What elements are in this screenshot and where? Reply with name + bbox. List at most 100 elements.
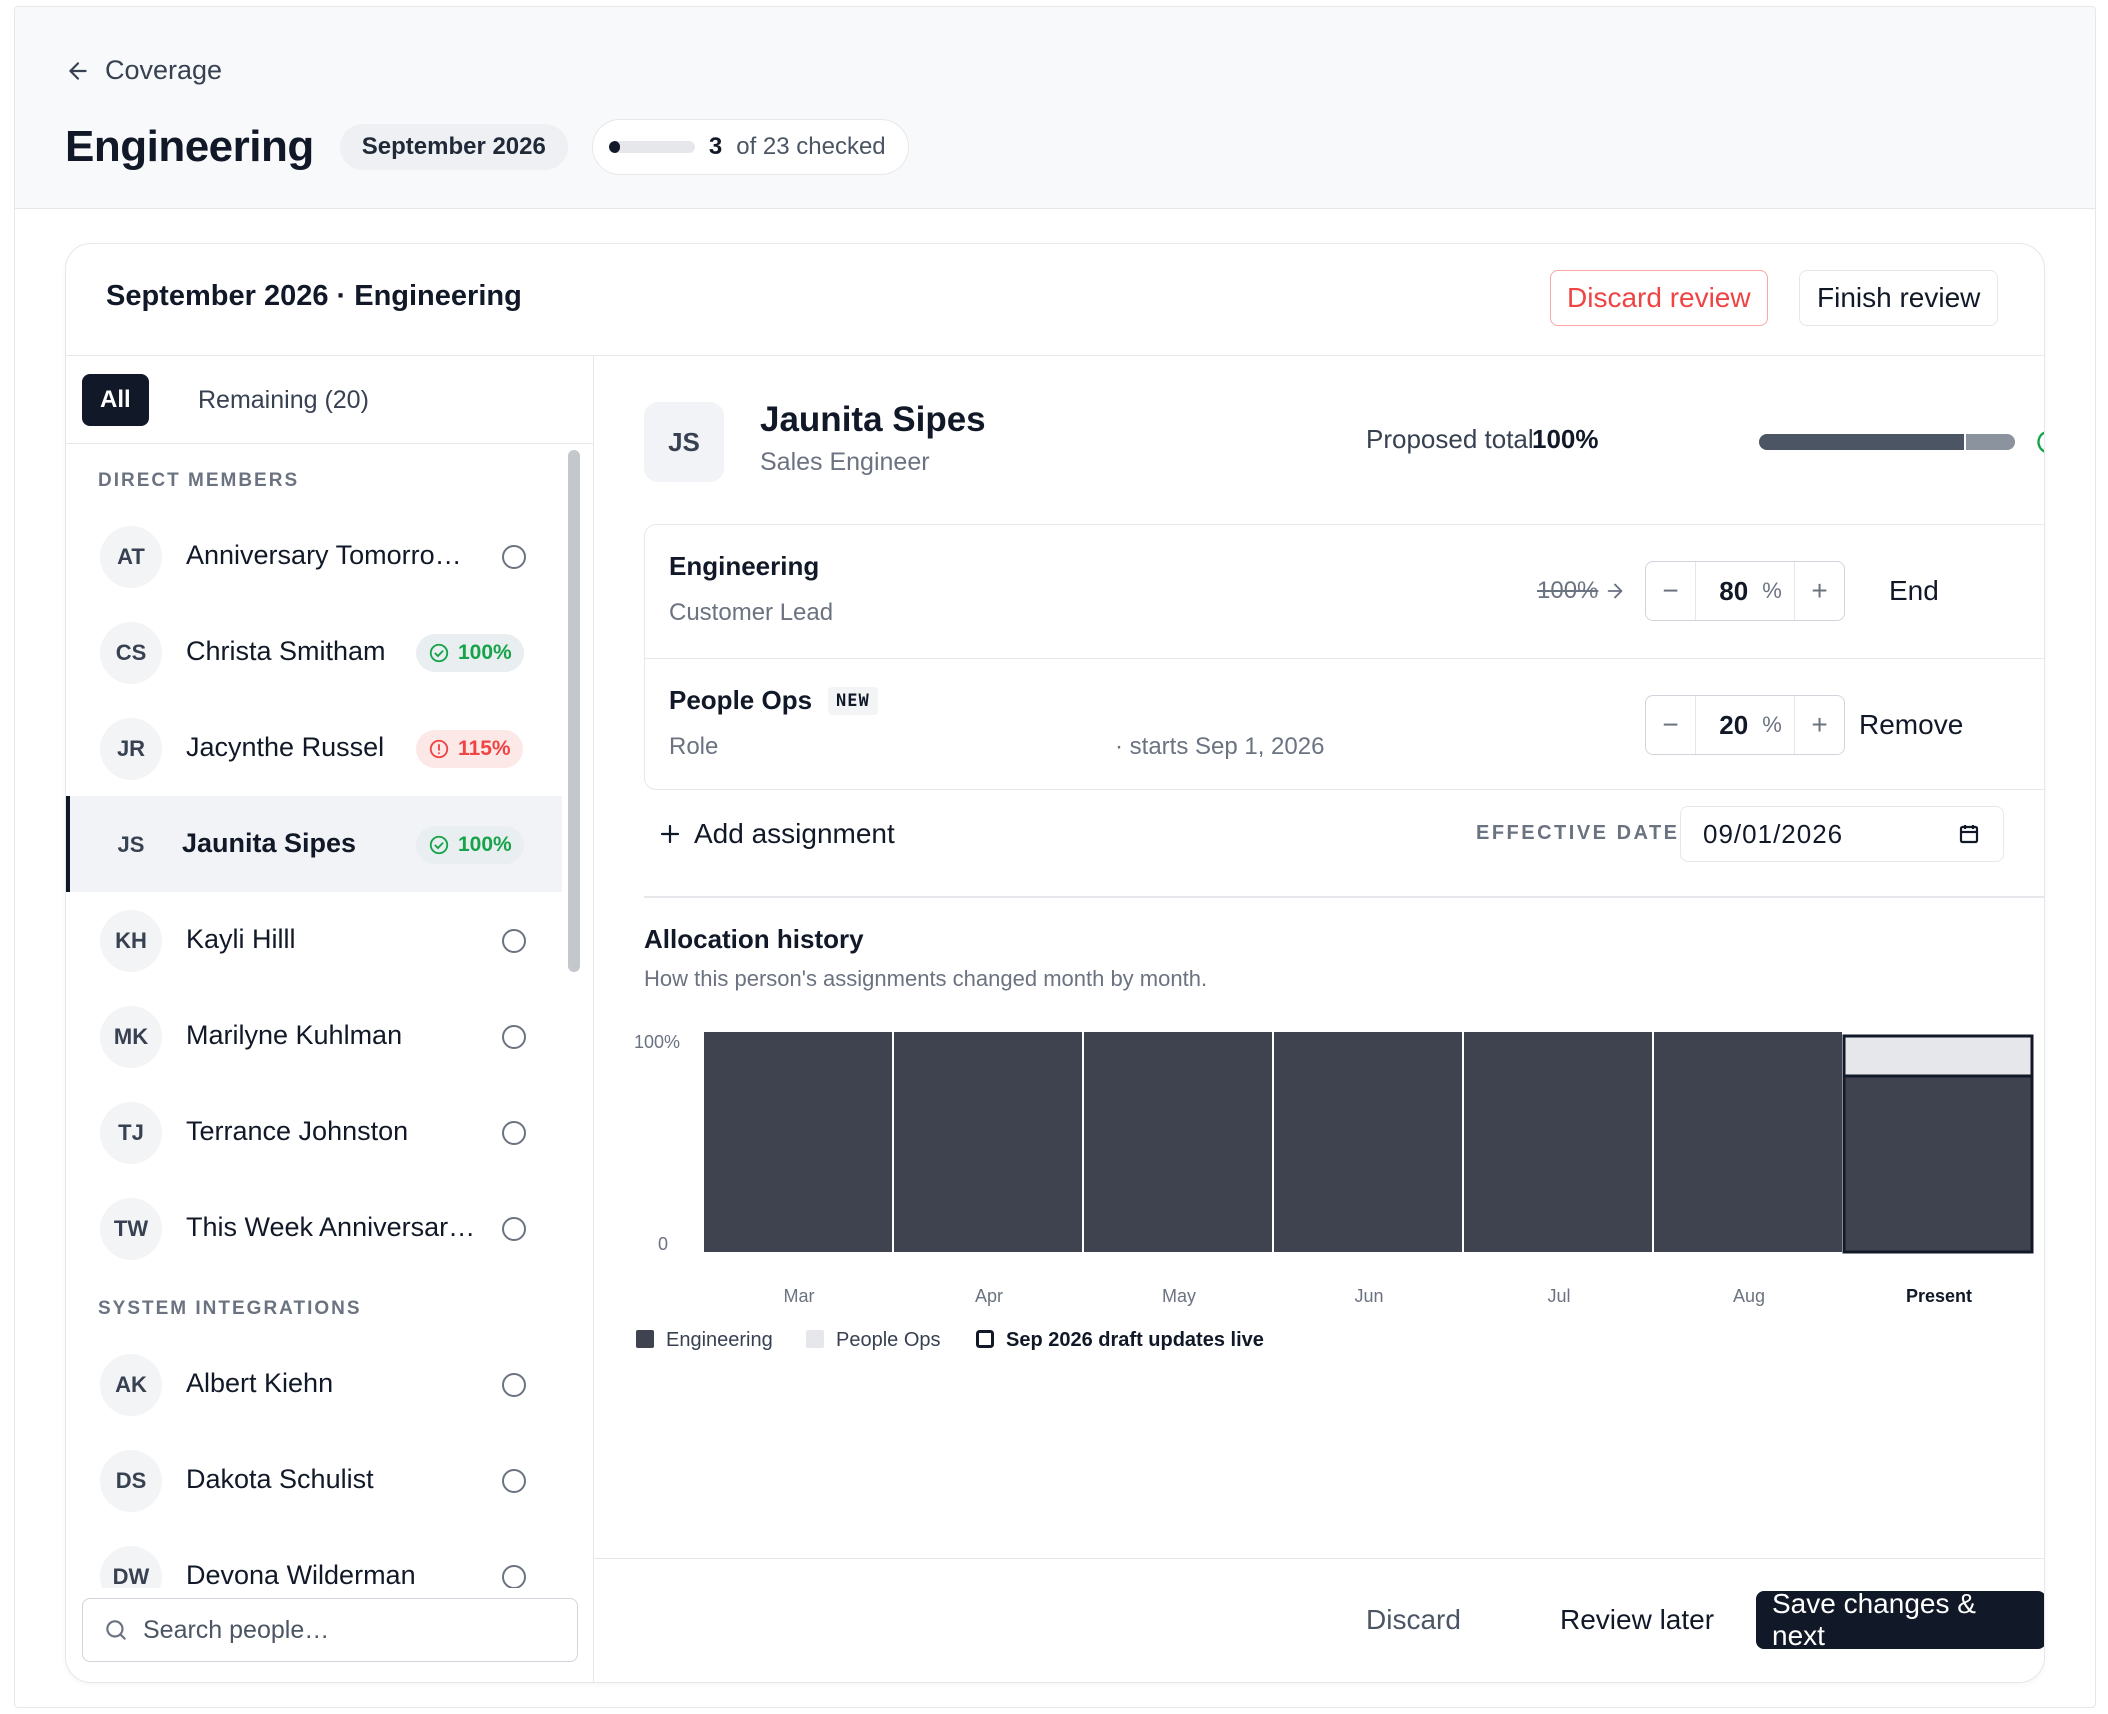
member-name: Marilyne Kuhlman	[186, 1020, 403, 1050]
member-item[interactable]: JR Jacynthe Russel 115%	[66, 700, 562, 796]
proposed-total-bar	[1759, 434, 2015, 450]
allocation-badge-value: 115%	[458, 737, 511, 760]
finish-review-button[interactable]: Finish review	[1799, 270, 1999, 326]
section-label: SYSTEM INTEGRATIONS	[98, 1298, 362, 1319]
bar-engineering	[1464, 1032, 1652, 1252]
unchecked-circle-icon	[502, 1469, 526, 1493]
member-item[interactable]: TW This Week Anniversar…	[66, 1180, 562, 1276]
search-input[interactable]	[143, 1615, 563, 1645]
add-assignment-label: Add assignment	[694, 818, 895, 849]
person-avatar: JS	[644, 402, 724, 482]
member-name: Kayli Hilll	[186, 924, 296, 954]
bar-engineering	[1274, 1032, 1462, 1252]
effective-date-value: 09/01/2026	[1703, 818, 1844, 849]
unchecked-circle-icon	[502, 1217, 526, 1241]
member-name: Devona Wilderman	[186, 1560, 416, 1588]
x-tick-label: Apr	[975, 1286, 1003, 1306]
member-item[interactable]: KH Kayli Hilll	[66, 892, 562, 988]
back-link-label: Coverage	[105, 55, 223, 85]
discard-button[interactable]: Discard	[1366, 1604, 1461, 1635]
scrollbar-thumb[interactable]	[568, 450, 580, 972]
allocation-input[interactable]	[1708, 575, 1749, 607]
member-item[interactable]: DW Devona Wilderman	[66, 1528, 562, 1588]
member-name: Christa Smitham	[186, 636, 386, 666]
remove-assignment-button[interactable]: Remove	[1859, 709, 1964, 740]
proposed-total-value: 100%	[1532, 424, 1599, 454]
assignment-team-label: Engineering	[669, 551, 820, 581]
alert-circle-icon	[429, 739, 449, 759]
legend-label: People Ops	[836, 1329, 941, 1351]
legend-label: Engineering	[666, 1329, 773, 1351]
increment-button[interactable]: +	[1794, 696, 1844, 754]
add-assignment-button[interactable]: Add assignment	[658, 806, 895, 862]
decrement-button[interactable]: −	[1646, 696, 1696, 754]
x-tick-label: Jul	[1547, 1286, 1570, 1306]
allocation-badge: 115%	[416, 730, 523, 768]
people-sidebar: All Remaining (20) DIRECT MEMBERS AT Anniv…	[66, 356, 594, 1682]
increment-button[interactable]: +	[1794, 562, 1844, 620]
assignments-list: Engineering Customer Lead 100% − % +	[644, 524, 2044, 790]
check-circle-icon	[429, 643, 449, 663]
allocation-badge-value: 100%	[458, 641, 512, 664]
member-item[interactable]: JS Jaunita Sipes 100%	[66, 796, 562, 892]
proposed-total-label: Proposed total	[1366, 424, 1534, 454]
avatar: CS	[100, 622, 162, 684]
total-bar-people-ops	[1963, 434, 2015, 450]
tab-all[interactable]: All	[82, 374, 149, 426]
search-field	[82, 1598, 578, 1662]
percent-unit: %	[1762, 712, 1782, 737]
x-tick-label: Present	[1906, 1286, 1972, 1306]
review-card: September 2026 · Engineering Discard rev…	[65, 243, 2045, 1683]
assignment-start-date: · starts Sep 1, 2026	[1115, 733, 1325, 760]
unchecked-circle-icon	[502, 545, 526, 569]
back-link[interactable]: Coverage	[65, 55, 222, 86]
allocation-value: %	[1696, 696, 1794, 754]
allocation-input[interactable]	[1708, 709, 1749, 741]
legend-swatch	[976, 1330, 994, 1348]
member-name: Jacynthe Russel	[186, 732, 385, 762]
member-item[interactable]: DS Dakota Schulist	[66, 1432, 562, 1528]
bar-engineering	[1084, 1032, 1272, 1252]
member-name: Albert Kiehn	[186, 1368, 334, 1398]
bar-engineering	[1654, 1032, 1842, 1252]
discard-review-button[interactable]: Discard review	[1550, 270, 1768, 326]
arrow-left-icon	[69, 61, 87, 80]
review-progress: 3 of 23 checked	[591, 119, 909, 175]
tab-remaining[interactable]: Remaining (20)	[198, 385, 369, 414]
person-name: Jaunita Sipes	[760, 400, 986, 439]
member-name: Terrance Johnston	[186, 1116, 409, 1146]
section-divider	[644, 896, 2044, 898]
decrement-button[interactable]: −	[1646, 562, 1696, 620]
avatar: DW	[100, 1546, 162, 1588]
section-label: DIRECT MEMBERS	[98, 470, 300, 491]
assignment-team: People Ops NEW	[669, 685, 878, 716]
legend-swatch	[636, 1330, 654, 1348]
save-next-button[interactable]: Save changes & next	[1756, 1588, 2044, 1651]
member-name: Dakota Schulist	[186, 1464, 374, 1494]
allocation-badge-value: 100%	[458, 833, 512, 856]
review-progress-fill	[608, 141, 621, 153]
effective-date-input[interactable]: 09/01/2026	[1680, 806, 2004, 862]
member-item[interactable]: CS Christa Smitham 100%	[66, 604, 562, 700]
member-item[interactable]: AT Anniversary Tomorro…	[66, 508, 562, 604]
history-subtitle: How this person's assignments changed mo…	[644, 966, 1208, 991]
y-tick-label: 0	[658, 1234, 668, 1254]
unchecked-circle-icon	[502, 1373, 526, 1397]
person-detail: JS Jaunita Sipes Sales Engineer Proposed…	[594, 356, 2044, 1682]
review-later-button[interactable]: Review later	[1560, 1604, 1715, 1635]
end-assignment-button[interactable]: End	[1889, 575, 1939, 606]
bar-people-ops	[1842, 1034, 2034, 1078]
unchecked-circle-icon	[502, 1025, 526, 1049]
member-item[interactable]: AK Albert Kiehn	[66, 1336, 562, 1432]
percent-unit: %	[1762, 578, 1782, 603]
member-item[interactable]: MK Marilyne Kuhlman	[66, 988, 562, 1084]
avatar: AT	[100, 526, 162, 588]
avatar: KH	[100, 910, 162, 972]
y-tick-label: 100%	[634, 1032, 680, 1052]
x-tick-label: Mar	[784, 1286, 815, 1306]
unchecked-circle-icon	[502, 1565, 526, 1588]
avatar: JR	[100, 718, 162, 780]
legend-swatch	[806, 1330, 824, 1348]
calendar-icon[interactable]	[1957, 822, 1981, 846]
member-item[interactable]: TJ Terrance Johnston	[66, 1084, 562, 1180]
